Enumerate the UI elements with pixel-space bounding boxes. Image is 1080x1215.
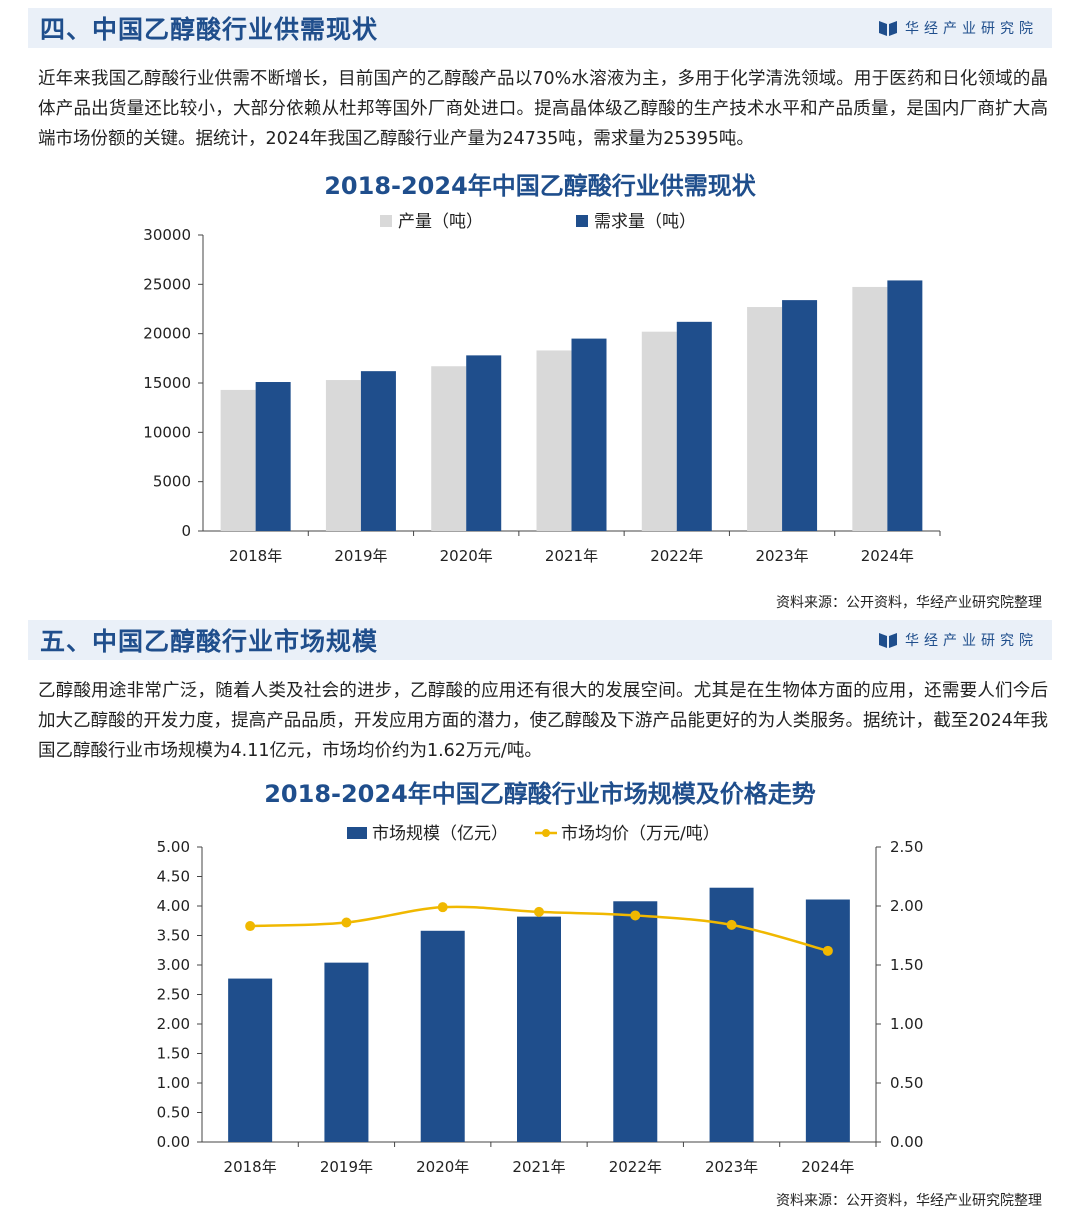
y-tick-label-right: 1.00 — [890, 1015, 923, 1033]
y-tick-label-left: 0.50 — [157, 1104, 190, 1122]
y-tick-label-left: 1.00 — [157, 1074, 190, 1092]
y-tick-label-left: 3.00 — [157, 956, 190, 974]
y-tick-label: 15000 — [143, 374, 191, 392]
x-tick-label: 2020年 — [440, 547, 493, 565]
price-point — [534, 906, 544, 917]
x-tick-label: 2021年 — [512, 1158, 565, 1176]
y-tick-label-left: 2.00 — [157, 1015, 190, 1033]
legend-swatch — [347, 827, 367, 839]
section-paragraph: 乙醇酸用途非常广泛，随着人类及社会的进步，乙醇酸的应用还有很大的发展空间。尤其是… — [38, 681, 1048, 761]
x-tick-label: 2022年 — [650, 547, 703, 565]
section-paragraph: 近年来我国乙醇酸行业供需不断增长，目前国产的乙醇酸产品以70%水溶液为主，多用于… — [38, 69, 1048, 149]
y-tick-label-left: 5.00 — [157, 838, 190, 856]
legend-label: 产量（吨） — [398, 212, 483, 232]
legend-marker — [542, 829, 550, 837]
bar-demand — [782, 300, 818, 531]
y-tick-label: 25000 — [143, 275, 191, 293]
y-tick-label-left: 1.50 — [157, 1045, 190, 1063]
bar-production — [747, 307, 783, 531]
supply-demand-chart: 0 5000 10000 15000 20000 25000 30000 2018年 2019年… — [143, 212, 941, 565]
bar-production — [536, 350, 572, 531]
x-tick-label: 2024年 — [801, 1158, 854, 1176]
y-tick-label-left: 3.50 — [157, 927, 190, 945]
x-tick-label: 2024年 — [861, 547, 914, 565]
bar-market-size — [420, 930, 465, 1142]
y-tick-label-right: 1.50 — [890, 956, 923, 974]
bar-demand — [360, 371, 396, 531]
legend-label: 市场均价（万元/吨） — [561, 824, 720, 844]
y-tick-label-left: 4.00 — [157, 897, 190, 915]
bar-demand — [571, 338, 607, 531]
y-tick-label: 10000 — [143, 423, 191, 441]
brand-logo: 华经产业研究院 — [879, 18, 1038, 38]
section-title: 五、中国乙醇酸行业市场规模 — [40, 627, 379, 656]
brand-mark-icon — [879, 21, 897, 36]
x-tick-label: 2018年 — [224, 1158, 277, 1176]
chart-title: 2018-2024年中国乙醇酸行业供需现状 — [324, 172, 756, 200]
brand-mark-icon — [879, 633, 897, 648]
bar-production — [852, 286, 888, 531]
price-point — [341, 917, 352, 928]
legend-swatch — [576, 215, 588, 227]
y-tick-label: 30000 — [143, 226, 191, 244]
bar-production — [325, 380, 361, 531]
chart-title: 2018-2024年中国乙醇酸行业市场规模及价格走势 — [264, 780, 816, 808]
y-tick-label-right: 0.00 — [890, 1133, 923, 1151]
bar-demand — [676, 321, 712, 531]
bar-market-size — [324, 962, 369, 1142]
bar-production — [431, 366, 467, 531]
price-point — [822, 945, 833, 956]
bar-market-size — [517, 916, 561, 1142]
y-tick-label: 20000 — [143, 325, 191, 343]
legend-label: 市场规模（亿元） — [372, 824, 508, 844]
bar-market-size — [709, 887, 754, 1142]
price-point — [630, 910, 641, 921]
price-point — [437, 902, 448, 913]
y-tick-label-left: 0.00 — [157, 1133, 190, 1151]
x-tick-label: 2023年 — [755, 547, 808, 565]
y-tick-label-left: 2.50 — [157, 986, 190, 1004]
bar-production — [220, 389, 256, 531]
section-header-supply-demand: 四、中国乙醇酸行业供需现状 华经产业研究院 — [28, 8, 1052, 48]
brand-name: 华经产业研究院 — [905, 633, 1038, 649]
bar-market-size — [805, 899, 850, 1142]
bar-demand — [255, 382, 291, 531]
x-tick-label: 2022年 — [609, 1158, 662, 1176]
bar-production — [641, 331, 677, 531]
bar-market-size — [228, 978, 273, 1142]
y-tick-label-right: 2.50 — [890, 838, 923, 856]
source-note: 资料来源：公开资料，华经产业研究院整理 — [776, 595, 1042, 611]
price-point — [726, 919, 737, 930]
x-tick-label: 2020年 — [416, 1158, 469, 1176]
brand-name: 华经产业研究院 — [905, 21, 1038, 37]
y-tick-label-right: 0.50 — [890, 1074, 923, 1092]
x-tick-label: 2023年 — [705, 1158, 758, 1176]
bar-demand — [466, 355, 502, 531]
y-tick-label-left: 4.50 — [157, 868, 190, 886]
source-note: 资料来源：公开资料，华经产业研究院整理 — [776, 1193, 1042, 1209]
legend-swatch — [380, 215, 392, 227]
section-title: 四、中国乙醇酸行业供需现状 — [40, 15, 379, 44]
brand-logo: 华经产业研究院 — [879, 630, 1038, 650]
legend-label: 需求量（吨） — [594, 212, 696, 232]
x-tick-label: 2019年 — [320, 1158, 373, 1176]
y-tick-label: 5000 — [153, 473, 191, 491]
y-tick-label-right: 2.00 — [890, 897, 923, 915]
y-tick-label: 0 — [181, 522, 191, 540]
section-header-market-size: 五、中国乙醇酸行业市场规模 华经产业研究院 — [28, 620, 1052, 660]
x-tick-label: 2019年 — [334, 547, 387, 565]
price-point — [245, 921, 256, 932]
market-size-chart: 0.00 0.50 1.00 1.50 2.00 2.50 3.00 3.50 4.00 4.50… — [157, 824, 924, 1176]
x-tick-label: 2021年 — [545, 547, 598, 565]
bar-market-size — [613, 901, 658, 1142]
x-tick-label: 2018年 — [229, 547, 282, 565]
bar-demand — [887, 280, 923, 531]
